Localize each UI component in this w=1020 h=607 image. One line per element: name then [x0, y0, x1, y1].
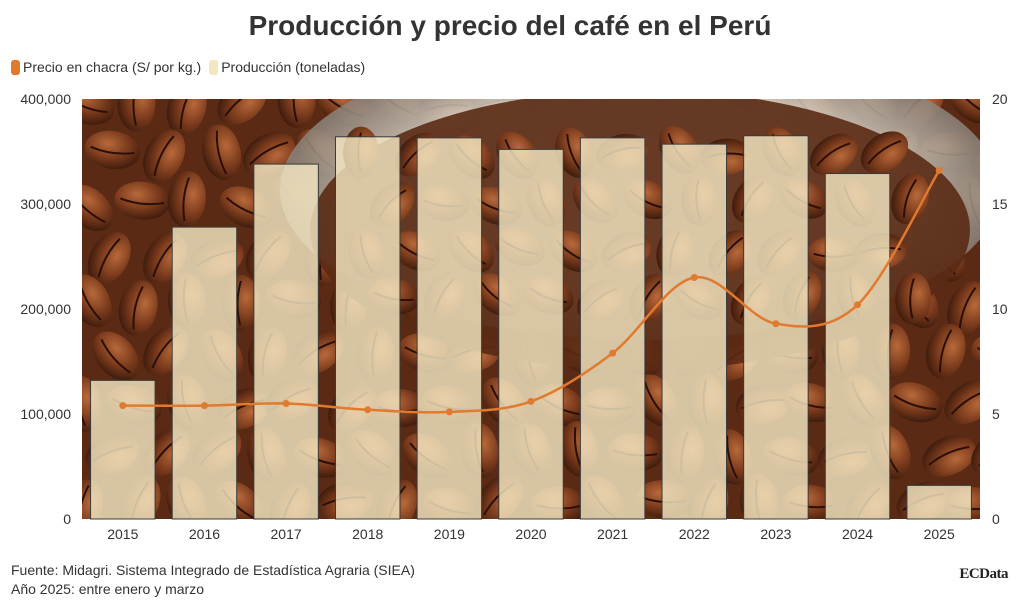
coffee-bean — [944, 380, 980, 425]
price-point-2019[interactable] — [445, 408, 453, 416]
coffee-bean — [277, 99, 316, 128]
coffee-bean — [117, 99, 156, 132]
coffee-bean — [166, 99, 207, 136]
coffee-bean — [143, 129, 186, 183]
coffee-bean — [114, 181, 171, 220]
production-bar-2021[interactable] — [579, 137, 646, 520]
production-bar-2017[interactable] — [253, 163, 319, 520]
source-note: Fuente: Midagri. Sistema Integrado de Es… — [11, 562, 415, 578]
coffee-bean — [92, 331, 140, 381]
legend-label-production: Producción (toneladas) — [221, 59, 366, 75]
x-tick-label: 2022 — [679, 526, 710, 542]
year-note: Año 2025: entre enero y marzo — [11, 581, 205, 597]
x-tick-label: 2018 — [352, 526, 383, 542]
price-point-2018[interactable] — [364, 406, 372, 414]
price-point-2025[interactable] — [935, 166, 943, 174]
coffee-bean — [84, 130, 141, 170]
coffee-bean — [87, 231, 131, 285]
price-point-2021[interactable] — [609, 349, 617, 357]
production-bar-2022[interactable] — [661, 143, 728, 520]
price-point-2016[interactable] — [200, 402, 208, 410]
price-line — [122, 169, 941, 414]
y-right-tick-label: 20 — [992, 91, 1008, 107]
coffee-bean — [947, 99, 980, 124]
x-tick-label: 2016 — [189, 526, 220, 542]
coffee-bean — [895, 272, 932, 325]
legend-swatch-production — [209, 59, 219, 75]
production-bar-2020[interactable] — [498, 148, 564, 520]
production-bar-2024[interactable] — [824, 173, 891, 520]
y-left-tick-label: 400,000 — [20, 91, 71, 107]
coffee-bean — [922, 435, 976, 477]
coffee-bean — [887, 382, 943, 423]
production-bars — [90, 135, 972, 520]
y-right-tick-label: 15 — [992, 196, 1008, 212]
legend-item-production[interactable]: Producción (toneladas) — [209, 59, 365, 75]
coffee-bean — [167, 171, 206, 228]
coffee-bean — [82, 99, 115, 125]
legend-label-price: Precio en chacra (S/ por kg.) — [23, 59, 202, 75]
x-tick-label: 2015 — [107, 526, 138, 542]
coffee-bean — [974, 222, 1020, 287]
y-right-tick-label: 0 — [992, 511, 1000, 527]
y-left-tick-label: 300,000 — [20, 196, 71, 212]
production-bar-2018[interactable] — [334, 136, 401, 520]
chart-title: Producción y precio del café en el Perú — [248, 10, 772, 41]
production-bar-2015[interactable] — [90, 379, 156, 520]
production-bar-2025[interactable] — [906, 484, 972, 520]
coffee-bean — [217, 99, 267, 125]
y-left-tick-label: 200,000 — [20, 301, 71, 317]
x-tick-label: 2020 — [515, 526, 546, 542]
coffee-bean — [891, 173, 929, 224]
x-tick-label: 2019 — [434, 526, 465, 542]
price-point-2017[interactable] — [282, 400, 290, 407]
price-point-2020[interactable] — [527, 397, 535, 405]
y-right-tick-label: 5 — [992, 406, 1000, 422]
price-point-2015[interactable] — [119, 402, 127, 410]
price-point-2024[interactable] — [854, 301, 862, 309]
price-points — [119, 166, 943, 416]
coffee-bean — [925, 323, 966, 379]
price-point-2022[interactable] — [690, 274, 698, 281]
coffee-bean — [860, 131, 909, 174]
coffee-bean — [809, 133, 858, 176]
coffee-bean — [82, 184, 114, 231]
x-tick-label: 2021 — [597, 526, 628, 542]
y-left-tick-label: 0 — [63, 511, 71, 527]
footer: Fuente: Midagri. Sistema Integrado de Es… — [11, 561, 415, 599]
coffee-bean — [82, 274, 112, 327]
legend-swatch-price — [11, 59, 20, 75]
y-axis-left: 0 100,000 200,000 300,000 400,000 — [20, 91, 71, 527]
x-tick-label: 2017 — [271, 526, 302, 542]
coffee-bean — [202, 124, 242, 180]
x-tick-label: 2025 — [924, 526, 955, 542]
legend: Precio en chacra (S/ por kg.) Producción… — [11, 59, 373, 75]
y-axis-right: 0 5 10 15 20 — [992, 91, 1008, 527]
x-axis: 2015 2016 2017 2018 2019 2020 2021 2022 2023 2024… — [107, 526, 955, 542]
legend-item-price[interactable]: Precio en chacra (S/ por kg.) — [11, 59, 201, 75]
brand-logo: ECData — [959, 566, 1008, 582]
y-left-tick-label: 100,000 — [20, 406, 71, 422]
production-bar-2016[interactable] — [171, 226, 238, 520]
x-tick-label: 2023 — [760, 526, 791, 542]
y-right-tick-label: 10 — [992, 301, 1008, 317]
coffee-bean — [947, 281, 980, 336]
x-tick-label: 2024 — [842, 526, 873, 542]
coffee-bean — [118, 280, 158, 336]
production-bar-2019[interactable] — [416, 137, 483, 520]
price-point-2023[interactable] — [772, 320, 780, 328]
